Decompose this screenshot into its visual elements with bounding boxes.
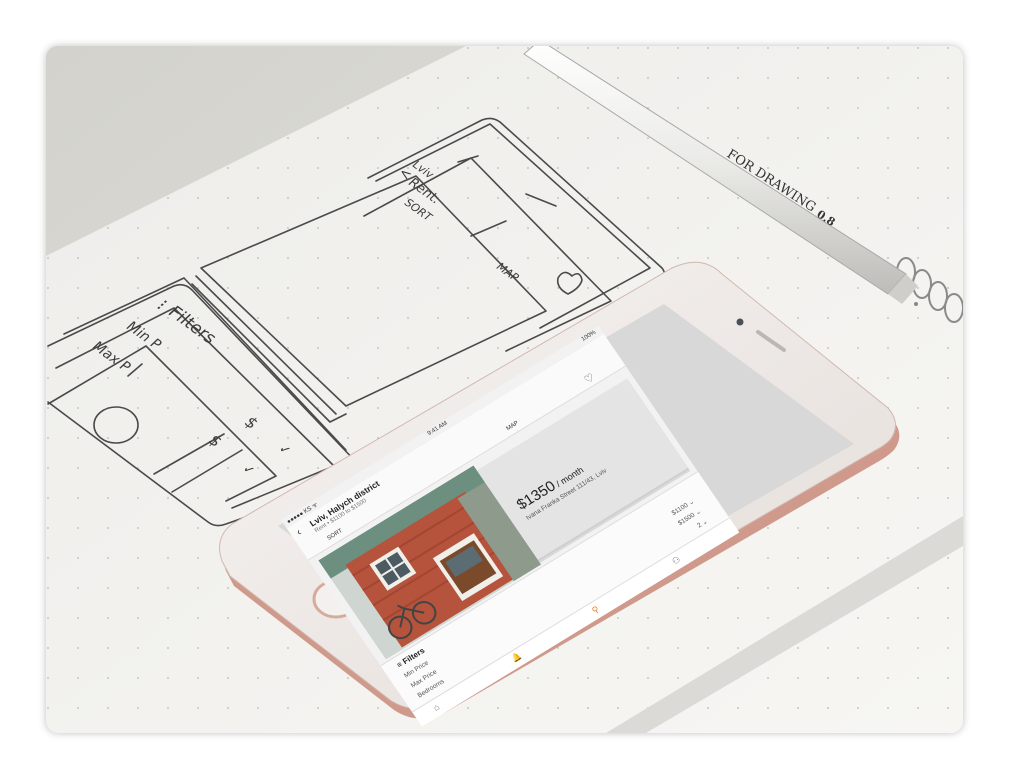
map-button[interactable]: MAP: [505, 420, 520, 433]
heart-icon[interactable]: ♡: [582, 371, 598, 387]
house-photo: [318, 465, 542, 660]
filter-bedrooms-select[interactable]: 2 ⌄: [696, 517, 710, 530]
phone-screen: ●●●●● KS ᯤ 9:41 AM 100% ‹ Lviv, Halych d…: [281, 325, 740, 727]
photo-scene: < Lviv Rent. SORT MAP ⁝ Filters Min P Ma…: [46, 46, 963, 733]
listing-photo[interactable]: [318, 465, 542, 660]
home-icon[interactable]: ⌂: [431, 701, 442, 713]
bell-icon[interactable]: 🔔: [509, 651, 524, 664]
back-icon[interactable]: ‹: [294, 526, 304, 539]
search-icon[interactable]: ⚲: [589, 603, 602, 616]
profile-icon[interactable]: ⚇: [670, 554, 683, 567]
sort-button[interactable]: SORT: [326, 528, 344, 542]
